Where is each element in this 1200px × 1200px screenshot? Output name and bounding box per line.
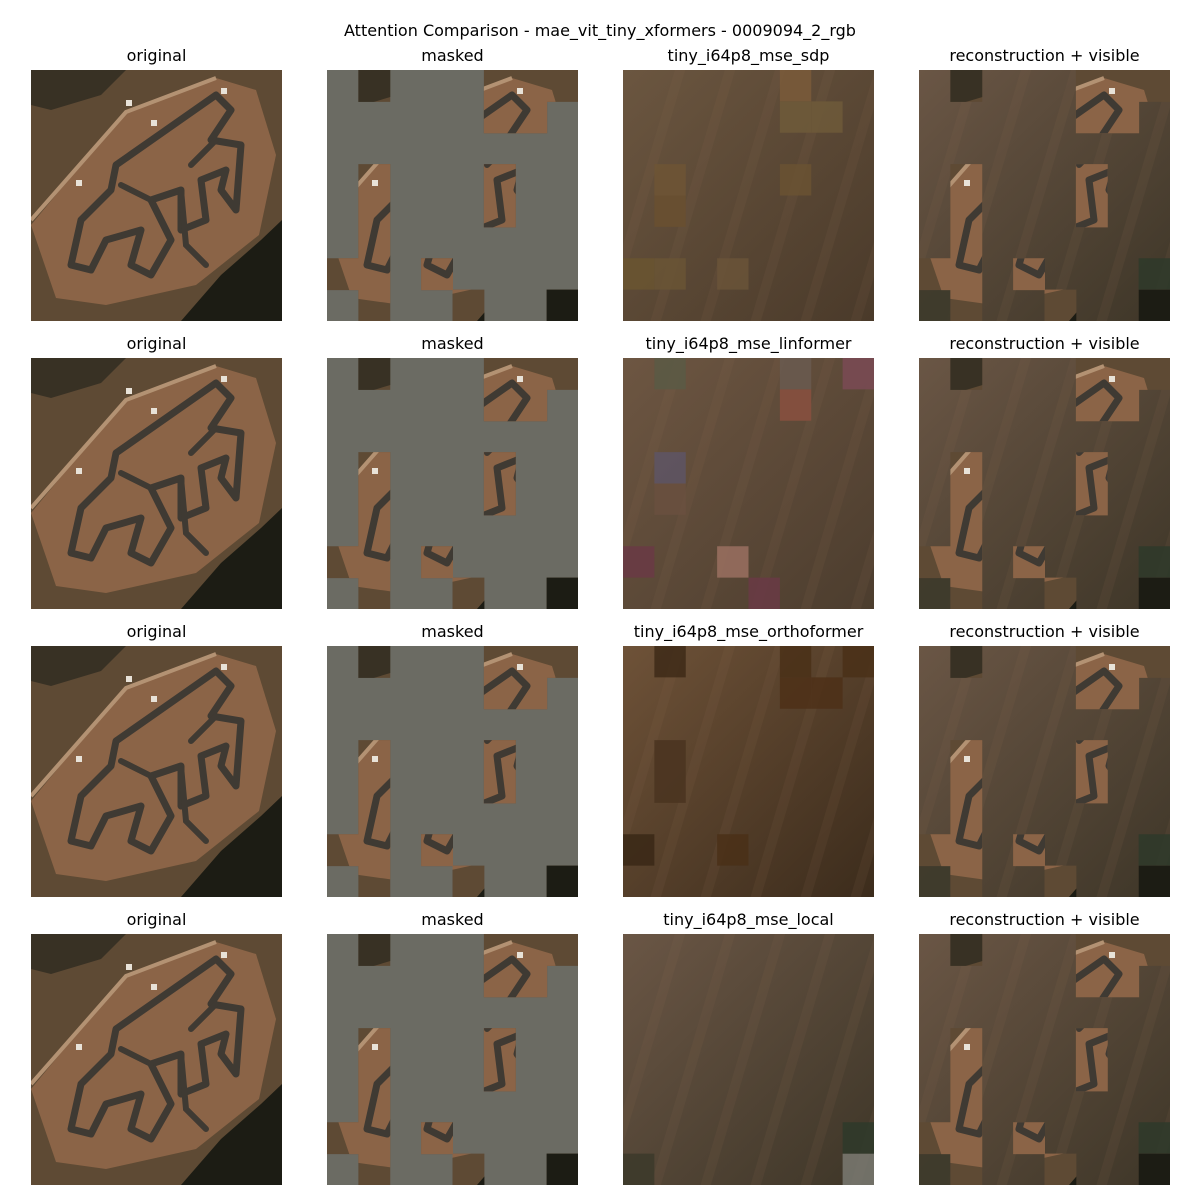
original-image	[31, 70, 282, 321]
reconstruction-visible-image	[919, 934, 1170, 1185]
panel-image-svg	[31, 646, 282, 897]
panel-title-reconstruction: reconstruction + visible	[949, 622, 1140, 641]
panel-image-svg	[327, 70, 578, 321]
panel-image-svg	[919, 646, 1170, 897]
reconstruction-visible-image	[919, 70, 1170, 321]
panel-image-svg	[31, 358, 282, 609]
panel-title-original: original	[126, 622, 187, 641]
panel-title-model: tiny_i64p8_mse_linformer	[645, 334, 852, 353]
panel-image-svg	[327, 646, 578, 897]
original-image	[31, 934, 282, 1185]
panel-image-svg	[919, 358, 1170, 609]
panel-title-reconstruction: reconstruction + visible	[949, 910, 1140, 929]
panel-title-model: tiny_i64p8_mse_orthoformer	[633, 622, 864, 641]
panel-title-original: original	[126, 46, 187, 65]
panel-title-masked: masked	[421, 46, 484, 65]
masked-image	[327, 934, 578, 1185]
figure-title: Attention Comparison - mae_vit_tiny_xfor…	[344, 21, 856, 40]
panel-image-svg	[623, 646, 874, 897]
model-reconstruction-image	[623, 934, 874, 1185]
panel-image-svg	[31, 70, 282, 321]
panel-title-masked: masked	[421, 622, 484, 641]
panel-title-reconstruction: reconstruction + visible	[949, 46, 1140, 65]
panel-title-masked: masked	[421, 910, 484, 929]
original-image	[31, 646, 282, 897]
masked-image	[327, 70, 578, 321]
panel-title-masked: masked	[421, 334, 484, 353]
model-reconstruction-image	[623, 358, 874, 609]
model-reconstruction-image	[623, 70, 874, 321]
panel-title-model: tiny_i64p8_mse_local	[663, 910, 834, 929]
panel-title-model: tiny_i64p8_mse_sdp	[667, 46, 830, 65]
masked-image	[327, 358, 578, 609]
panel-image-svg	[919, 934, 1170, 1185]
panel-image-svg	[623, 934, 874, 1185]
panel-image-svg	[31, 934, 282, 1185]
panel-title-original: original	[126, 910, 187, 929]
panel-image-svg	[623, 358, 874, 609]
panel-image-svg	[327, 934, 578, 1185]
panel-image-svg	[327, 358, 578, 609]
reconstruction-visible-image	[919, 358, 1170, 609]
panel-image-svg	[919, 70, 1170, 321]
reconstruction-visible-image	[919, 646, 1170, 897]
model-reconstruction-image	[623, 646, 874, 897]
panel-title-original: original	[126, 334, 187, 353]
panel-title-reconstruction: reconstruction + visible	[949, 334, 1140, 353]
masked-image	[327, 646, 578, 897]
panel-image-svg	[623, 70, 874, 321]
original-image	[31, 358, 282, 609]
